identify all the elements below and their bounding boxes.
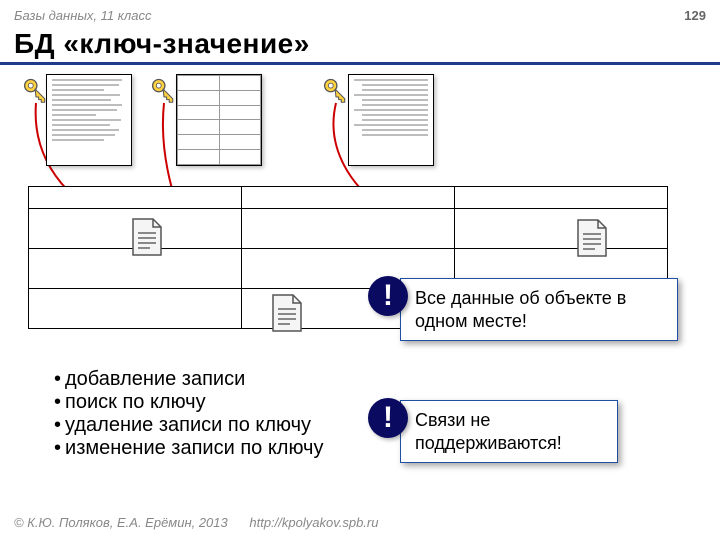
op-item: поиск по ключу [54, 391, 323, 414]
page-icon [270, 293, 304, 333]
callout-box: Все данные об объекте водном месте! [400, 278, 678, 341]
title-rule [0, 62, 720, 65]
slide-title: БД «ключ-значение» [14, 28, 310, 60]
page-number: 129 [684, 8, 706, 23]
op-item: удаление записи по ключу [54, 414, 323, 437]
callout-line: Все данные об объекте в [415, 287, 663, 310]
exclamation-badge: ! [368, 398, 408, 438]
course-label: Базы данных, 11 класс [14, 8, 151, 23]
footer: © К.Ю. Поляков, Е.А. Ерёмин, 2013 http:/… [14, 515, 378, 530]
mini-document-card [348, 74, 434, 166]
footer-link[interactable]: http://kpolyakov.spb.ru [249, 515, 378, 530]
mini-document-card [46, 74, 132, 166]
callout-line: одном месте! [415, 310, 663, 333]
exclamation-badge: ! [368, 276, 408, 316]
page-icon [130, 217, 164, 257]
callout-box: Связи неподдерживаются! [400, 400, 618, 463]
op-item: изменение записи по ключу [54, 437, 323, 460]
page-icon [575, 218, 609, 258]
key-icon [150, 76, 178, 104]
copyright: © К.Ю. Поляков, Е.А. Ерёмин, 2013 [14, 515, 228, 530]
key-icon [322, 76, 350, 104]
op-item: добавление записи [54, 368, 323, 391]
callout-line: Связи не [415, 409, 603, 432]
callout-line: поддерживаются! [415, 432, 603, 455]
operations-list: добавление записи поиск по ключу удалени… [54, 368, 323, 460]
mini-document-card [176, 74, 262, 166]
